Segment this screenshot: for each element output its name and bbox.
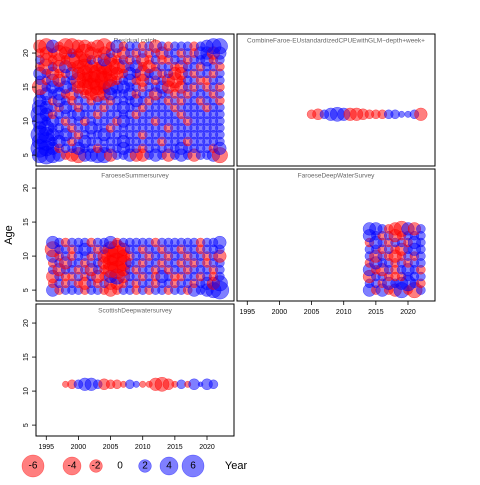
x-tick-label: 2000 bbox=[272, 309, 288, 316]
legend-label: 6 bbox=[190, 461, 196, 472]
x-tick-label: 2015 bbox=[167, 444, 183, 451]
legend-bubble bbox=[138, 459, 152, 473]
panel-frame bbox=[35, 33, 235, 167]
y-tick-label: 10 bbox=[23, 117, 30, 125]
legend-bubble bbox=[181, 454, 205, 478]
legend-bubble bbox=[62, 456, 82, 476]
y-axis-label: Age bbox=[3, 225, 15, 245]
bubble bbox=[416, 224, 426, 234]
legend-label: 2 bbox=[142, 461, 148, 472]
legend-bubble bbox=[21, 454, 45, 478]
x-tick-label: 1995 bbox=[38, 444, 54, 451]
bubble bbox=[132, 380, 140, 388]
legend-bubble bbox=[89, 459, 103, 473]
x-tick-label: 2020 bbox=[400, 309, 416, 316]
x-tick-label: 2010 bbox=[135, 444, 151, 451]
y-tick-label: 5 bbox=[23, 423, 30, 427]
bubble bbox=[213, 235, 227, 250]
panel-title: FaroeseDeepWaterSurvey bbox=[298, 173, 375, 180]
y-tick-label: 10 bbox=[23, 387, 30, 395]
bubble bbox=[139, 380, 147, 388]
legend-label: -2 bbox=[92, 461, 101, 472]
bubble bbox=[398, 110, 405, 118]
panel-frame bbox=[236, 168, 436, 302]
x-tick-label: 2015 bbox=[368, 309, 384, 316]
panel-frame bbox=[236, 33, 436, 167]
x-tick-label: 1995 bbox=[239, 309, 255, 316]
y-tick-label: 5 bbox=[23, 288, 30, 292]
x-tick-label: 2005 bbox=[103, 444, 119, 451]
legend-label: -4 bbox=[68, 461, 77, 472]
panel-title: CombineFaroe-EUstandardizedCPUEwithGLM~d… bbox=[247, 38, 425, 45]
y-tick-label: 5 bbox=[23, 153, 30, 157]
panel-frame bbox=[35, 168, 235, 302]
panel-title: Residual catch bbox=[114, 38, 157, 45]
y-tick-label: 15 bbox=[23, 83, 30, 91]
bubble bbox=[414, 107, 428, 121]
legend-bubble bbox=[159, 456, 179, 476]
y-tick-label: 20 bbox=[23, 319, 30, 327]
x-tick-label: 2000 bbox=[71, 444, 87, 451]
legend-label: 0 bbox=[117, 461, 123, 472]
legend-label: -6 bbox=[29, 461, 38, 472]
y-tick-label: 20 bbox=[23, 49, 30, 57]
panel-frame bbox=[35, 303, 235, 437]
x-tick-label: 2010 bbox=[336, 309, 352, 316]
y-tick-label: 10 bbox=[23, 252, 30, 260]
bubble bbox=[211, 38, 228, 55]
panel-title: FaroeseSummersurvey bbox=[101, 173, 169, 180]
panel-title: ScottishDeepwatersurvey bbox=[98, 308, 172, 315]
y-tick-label: 15 bbox=[23, 353, 30, 361]
bubble bbox=[208, 379, 219, 390]
x-tick-label: 2005 bbox=[304, 309, 320, 316]
y-tick-label: 20 bbox=[23, 184, 30, 192]
y-tick-label: 15 bbox=[23, 218, 30, 226]
legend-label: 4 bbox=[166, 461, 172, 472]
x-axis-label: Year bbox=[225, 460, 248, 472]
x-tick-label: 2020 bbox=[199, 444, 215, 451]
